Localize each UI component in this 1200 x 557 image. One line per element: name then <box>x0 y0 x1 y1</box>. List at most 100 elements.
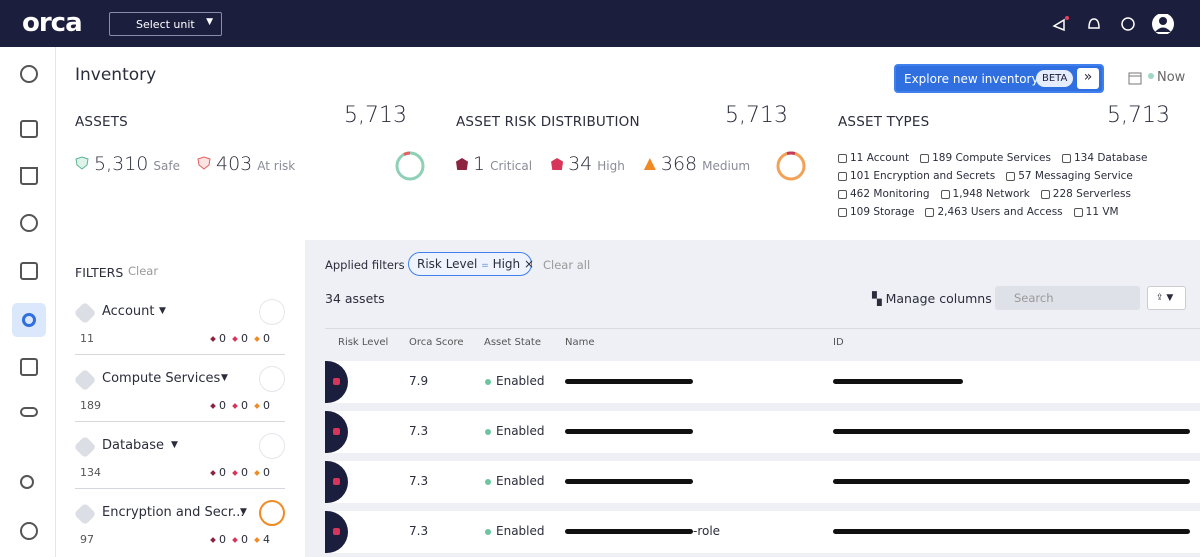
asset-types: 11 Account 189 Compute Services 134 Databa… <box>838 149 1198 221</box>
group-ring <box>259 366 285 392</box>
explore-label: Explore new inventory <box>904 72 1039 86</box>
asset-type-icon <box>838 189 847 199</box>
sidebar <box>0 47 56 557</box>
explore-button[interactable]: Explore new inventory BETA » <box>894 64 1104 93</box>
group-medium: 4 <box>254 533 270 546</box>
asset-type[interactable]: 189 Compute Services <box>920 152 1051 164</box>
asset-stats: 5,310 Safe 403 At risk <box>75 153 295 175</box>
table-row[interactable]: 7.3 Enabled <box>325 461 1200 503</box>
risk-value: 34 <box>568 153 593 175</box>
asset-type[interactable]: 1,948 Network <box>940 188 1030 200</box>
clear-all[interactable]: Clear all <box>543 258 591 272</box>
table-row[interactable]: 7.9 Enabled <box>325 361 1200 403</box>
name-suffix: -role <box>693 524 721 538</box>
risk-icon <box>456 158 468 170</box>
manage-columns-label: Manage columns <box>885 291 992 306</box>
section-total: 5,713 <box>344 103 407 128</box>
nav-item[interactable] <box>20 522 38 540</box>
redacted-id <box>833 429 1190 434</box>
help-icon[interactable] <box>1121 17 1135 31</box>
asset-type-icon <box>1061 153 1071 163</box>
group-name[interactable]: Encryption and Secr... <box>102 505 245 520</box>
nav-item[interactable] <box>20 475 34 489</box>
state-dot <box>485 379 491 385</box>
group-high: 0 <box>232 533 248 546</box>
nav-item[interactable] <box>20 167 38 185</box>
export-button[interactable]: ⇪ ▼ <box>1147 286 1186 310</box>
nav-item[interactable] <box>20 358 38 376</box>
asset-type-icon <box>1040 189 1050 199</box>
section-title: ASSET TYPES <box>838 114 930 130</box>
risk-icon <box>197 156 211 170</box>
nav-item[interactable] <box>20 407 38 417</box>
group-icon <box>73 435 97 459</box>
table-row[interactable]: 7.3 Enabled <box>325 411 1200 453</box>
filters-clear[interactable]: Clear <box>128 264 159 278</box>
group-caret: ▼ <box>221 373 228 383</box>
group-name[interactable]: Account <box>102 304 155 319</box>
asset-type[interactable]: 2,463 Users and Access <box>925 206 1063 218</box>
group-name[interactable]: Database <box>102 438 165 453</box>
redacted-name <box>565 429 693 434</box>
group-count: 189 <box>80 399 101 412</box>
asset-type[interactable]: 57 Messaging Service <box>1006 170 1133 182</box>
asset-type[interactable]: 462 Monitoring <box>838 188 930 200</box>
announce-icon[interactable] <box>1052 18 1065 32</box>
group-icon <box>73 502 97 526</box>
column-header[interactable]: ID <box>833 337 844 348</box>
dot <box>254 403 260 409</box>
group-medium-value: 0 <box>263 399 270 412</box>
filter-group: Account ▼ 11 0 0 0 <box>73 295 285 355</box>
group-count: 134 <box>80 466 101 479</box>
asset-type-icon <box>838 171 847 181</box>
group-name[interactable]: Compute Services <box>102 371 221 386</box>
column-header[interactable]: Name <box>565 337 595 348</box>
page-title: Inventory <box>75 65 157 85</box>
column-header[interactable]: Risk Level <box>338 337 389 348</box>
calendar-icon[interactable] <box>1128 71 1142 85</box>
column-header[interactable]: Asset State <box>484 337 541 348</box>
manage-columns[interactable]: ▚ Manage columns <box>872 291 992 306</box>
time-label[interactable]: Now <box>1157 70 1186 85</box>
group-icon <box>73 368 97 392</box>
asset-type-row: 101 Encryption and Secrets 57 Messaging S… <box>838 167 1198 185</box>
nav-item[interactable] <box>20 214 38 232</box>
asset-type[interactable]: 228 Serverless <box>1040 188 1131 200</box>
asset-type[interactable]: 109 Storage <box>838 206 914 218</box>
asset-type[interactable]: 134 Database <box>1061 152 1148 164</box>
group-critical: 0 <box>210 533 226 546</box>
risk-stats: 1 Critical 34 High 368 Medium <box>456 153 750 175</box>
filters-title: FILTERS <box>75 265 124 280</box>
search-box[interactable]: Search <box>995 286 1140 310</box>
asset-type-label: 11 Account <box>850 152 910 164</box>
asset-type-icon <box>1073 207 1083 217</box>
risk-label: High <box>597 159 625 173</box>
asset-type[interactable]: 101 Encryption and Secrets <box>838 170 995 182</box>
asset-type-icon <box>925 207 935 217</box>
nav-item[interactable] <box>20 262 38 280</box>
table-row[interactable]: 7.3 Enabled -role <box>325 511 1200 553</box>
group-high: 0 <box>232 399 248 412</box>
section-total: 5,713 <box>1107 103 1170 128</box>
unit-select[interactable]: Select unit ▼ <box>109 12 222 36</box>
bell-icon[interactable] <box>1088 18 1100 29</box>
group-critical-value: 0 <box>219 466 226 479</box>
unit-select-label: Select unit <box>136 18 195 31</box>
asset-type-label: 134 Database <box>1073 152 1148 164</box>
dot <box>232 537 238 543</box>
dot <box>254 470 260 476</box>
risk-icon <box>551 158 564 170</box>
score: 7.3 <box>409 474 429 488</box>
chip-field: Risk Level <box>417 257 478 271</box>
nav-item[interactable] <box>20 120 38 138</box>
nav-item[interactable] <box>20 65 38 83</box>
nav-item-active[interactable] <box>12 303 46 337</box>
asset-type[interactable]: 11 Account <box>838 152 909 164</box>
logo[interactable]: orca <box>22 8 83 38</box>
column-header[interactable]: Orca Score <box>409 337 464 348</box>
asset-type[interactable]: 11 VM <box>1073 206 1119 218</box>
asset-count: 34 assets <box>325 291 385 306</box>
filter-chip[interactable]: Risk Level = High × <box>408 252 534 276</box>
asset-type-label: 228 Serverless <box>1052 188 1131 200</box>
